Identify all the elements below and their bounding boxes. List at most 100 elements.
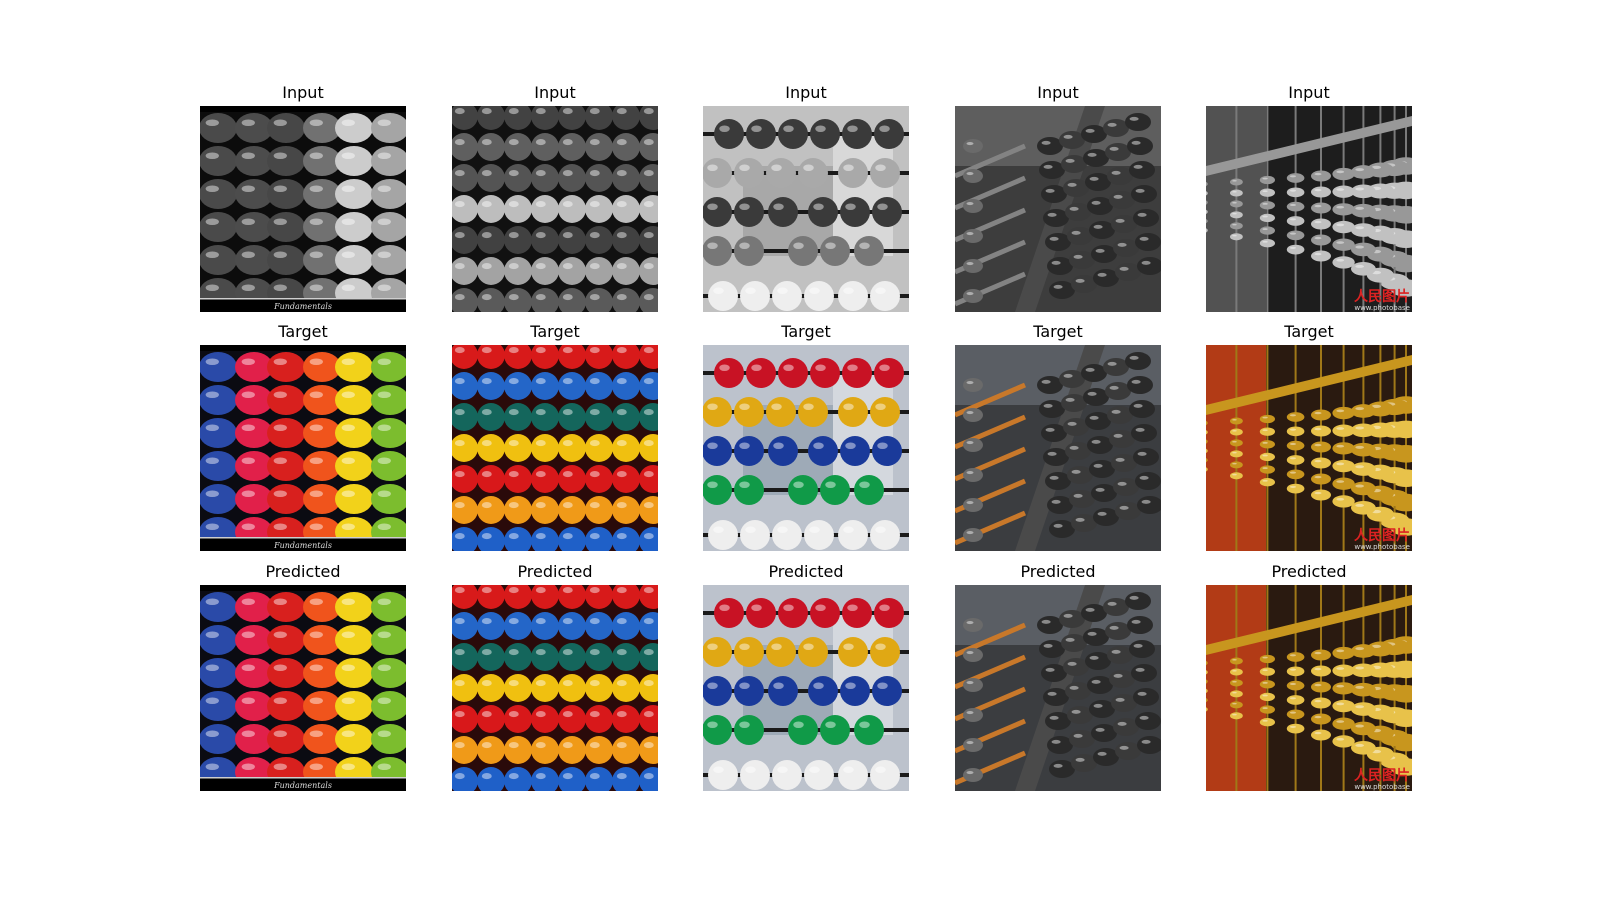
abacus-bead (1259, 452, 1275, 462)
abacus-bead (585, 403, 613, 431)
abacus-bead (1206, 448, 1208, 454)
abacus-bead (1206, 181, 1208, 187)
abacus-bead (531, 372, 559, 400)
bead-highlight (1336, 497, 1345, 501)
bead-highlight (1137, 691, 1147, 696)
bead-highlight (1314, 220, 1322, 224)
abacus-bead (703, 436, 732, 466)
abacus-bead (200, 113, 237, 143)
abacus-bead (639, 195, 658, 223)
bead-highlight (273, 664, 287, 672)
abacus-bead (371, 146, 406, 176)
bead-highlight (1355, 264, 1365, 268)
bead-highlight (241, 457, 255, 465)
abacus-photo (955, 345, 1161, 551)
abacus-bead (504, 164, 532, 192)
bead-highlight (966, 741, 974, 745)
bead-highlight (535, 471, 546, 478)
abacus-bead (734, 637, 764, 667)
abacus-bead (371, 451, 406, 481)
bead-highlight (481, 263, 492, 270)
abacus-bead (1230, 461, 1243, 469)
bead-highlight (966, 711, 974, 715)
bead-highlight (481, 378, 492, 385)
abacus-bead (963, 139, 983, 153)
abacus-bead (963, 618, 983, 632)
abacus-bead (612, 612, 640, 640)
abacus-bead (772, 520, 802, 550)
bead-highlight (643, 378, 654, 385)
abacus-bead (1069, 490, 1095, 508)
bead-highlight (707, 481, 718, 489)
abacus-bead (768, 197, 798, 227)
abacus-bead (504, 705, 532, 733)
bead-highlight (773, 442, 784, 450)
abacus-bead (1063, 658, 1089, 676)
abacus-bead (1089, 460, 1115, 478)
bead-highlight (481, 680, 492, 687)
bead-highlight (377, 119, 391, 127)
bead-highlight (481, 201, 492, 208)
bead-highlight (1073, 254, 1083, 259)
bead-highlight (643, 108, 654, 115)
abacus-bead (267, 625, 305, 655)
image-caption: Fundamentals (274, 302, 332, 311)
bead-highlight (1139, 475, 1149, 480)
bead-highlight (535, 347, 546, 354)
abacus-bead (639, 257, 658, 285)
bead-highlight (1097, 751, 1107, 756)
abacus-bead (452, 585, 478, 609)
abacus-bead (235, 179, 273, 209)
abacus-bead (1311, 409, 1331, 421)
bead-highlight (966, 441, 974, 445)
bead-highlight (377, 523, 391, 531)
abacus-bead (371, 691, 406, 721)
bead-highlight (589, 773, 600, 780)
bead-highlight (1336, 205, 1345, 209)
abacus-bead (452, 345, 478, 369)
bead-highlight (205, 490, 219, 498)
bead-highlight (1109, 385, 1119, 390)
abacus-bead (1069, 251, 1095, 269)
bead-highlight (454, 587, 465, 594)
abacus-bead (1206, 420, 1208, 426)
abacus-bead (612, 767, 640, 791)
bead-highlight (1355, 705, 1365, 709)
bead-highlight (1289, 428, 1297, 431)
bead-highlight (966, 202, 974, 206)
abacus-bead (504, 643, 532, 671)
abacus-photo (703, 585, 909, 791)
bead-highlight (1053, 523, 1063, 528)
abacus-bead (452, 612, 478, 640)
abacus-bead (200, 484, 237, 514)
bead-highlight (377, 358, 391, 366)
bead-highlight (1133, 643, 1143, 648)
abacus-bead (531, 767, 559, 791)
abacus-bead (504, 767, 532, 791)
abacus-bead (870, 637, 900, 667)
bead-highlight (205, 391, 219, 399)
abacus-bead (1230, 679, 1243, 687)
abacus-bead (1045, 233, 1071, 251)
bead-highlight (1262, 694, 1268, 697)
bead-highlight (535, 170, 546, 177)
bead-highlight (643, 347, 654, 354)
bead-highlight (508, 649, 519, 656)
bead-highlight (1371, 404, 1382, 409)
bead-highlight (562, 618, 573, 625)
bead-highlight (562, 502, 573, 509)
abacus-bead (1061, 394, 1087, 412)
abacus-bead (504, 133, 532, 161)
bead-highlight (481, 347, 492, 354)
abacus-bead (452, 527, 478, 551)
abacus-bead (200, 451, 237, 481)
bead-highlight (1067, 182, 1077, 187)
bead-highlight (1067, 661, 1077, 666)
abacus-bead (870, 397, 900, 427)
abacus-bead (1043, 688, 1069, 706)
golden-abacus-perspective-image: 人民图片 www.photobase (1206, 106, 1412, 312)
abacus-bead (1125, 113, 1151, 131)
bead-highlight (562, 471, 573, 478)
bead-highlight (1041, 619, 1051, 624)
bead-highlight (481, 409, 492, 416)
